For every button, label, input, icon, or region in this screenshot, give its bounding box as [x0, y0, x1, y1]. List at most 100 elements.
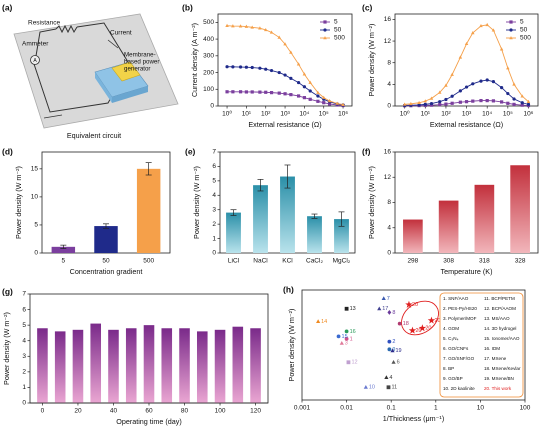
y-tick-label: 4 [22, 337, 26, 344]
bar [196, 331, 208, 403]
marker [485, 22, 489, 27]
point-label: 7 [387, 296, 390, 302]
bar [94, 226, 118, 253]
x-tick-label: 0 [41, 408, 45, 415]
x-tick-label: MgCl₂ [333, 258, 351, 265]
y-tick-label: 12 [384, 38, 392, 45]
marker [381, 296, 386, 301]
marker [264, 90, 268, 94]
y-tick-label: 100 [203, 86, 214, 93]
marker [244, 90, 248, 94]
caption: Equivalent circuit [67, 131, 121, 140]
y-axis-title: Power density (W m⁻²) [367, 24, 376, 97]
legend-item: 16. IDM [484, 346, 500, 351]
label-current: Current [110, 30, 132, 37]
y-tick-label: 16 [384, 16, 392, 23]
y-tick-label: 10 [31, 194, 39, 201]
marker [316, 319, 321, 324]
point-label: 20 [425, 326, 431, 332]
marker [437, 90, 442, 94]
y-tick-label: 16 [384, 149, 392, 156]
bar [51, 246, 76, 253]
y-tick-label: 5 [34, 222, 38, 229]
marker [506, 101, 510, 105]
marker [471, 82, 475, 86]
marker [238, 24, 243, 28]
x-axis-title: 1/Thickness (μm⁻¹) [383, 414, 444, 423]
marker [316, 90, 320, 94]
bar [108, 329, 119, 403]
marker [444, 102, 448, 106]
plane [13, 13, 179, 129]
marker [283, 92, 287, 96]
legend-label: 5 [520, 19, 524, 26]
wire [35, 28, 57, 57]
bar [161, 328, 173, 403]
marker [471, 99, 475, 103]
marker [289, 93, 293, 97]
panel-label: (e) [185, 146, 196, 156]
legend-label: 500 [520, 35, 531, 42]
legend-marker [323, 20, 327, 24]
plot-frame [301, 289, 526, 401]
marker [526, 99, 531, 103]
y-tick-label: 5 [212, 178, 216, 185]
y-tick-label: 1 [22, 384, 26, 391]
marker [283, 73, 287, 77]
x-tick-label: 0.001 [294, 405, 311, 412]
x-axis-title: Operating time (day) [116, 417, 182, 426]
legend-item: 6. GO/CNFs [443, 346, 469, 351]
current-arrow [107, 39, 119, 49]
legend-item: 7. GO/SNF/GO [443, 356, 475, 361]
x-tick-label: 298 [407, 258, 418, 265]
marker [302, 96, 306, 100]
point-label: 4 [389, 375, 392, 381]
legend-marker [323, 36, 327, 40]
x-tick-label: 10² [441, 111, 451, 118]
y-tick-label: 0 [212, 250, 216, 257]
marker [231, 65, 235, 69]
y-tick-label: 3 [212, 206, 216, 213]
x-tick-label: 0.1 [387, 405, 396, 412]
y-tick-label: 0 [22, 400, 26, 407]
marker [500, 86, 504, 90]
point-label: 13 [350, 306, 356, 312]
marker [438, 100, 442, 104]
x-tick-label: 10⁴ [299, 111, 309, 118]
x-tick-label: 308 [443, 258, 454, 265]
plot-frame [394, 13, 539, 107]
marker [335, 101, 340, 105]
marker [485, 78, 489, 82]
x-tick-label: 120 [250, 408, 261, 415]
membrane-side [112, 86, 148, 103]
bar [72, 329, 84, 403]
legend-item: 11. BCP/PETM [484, 296, 515, 301]
marker [258, 26, 262, 30]
marker [423, 99, 428, 103]
marker [296, 94, 301, 98]
legend-item: 10. 2D kaolinite [443, 386, 475, 391]
marker [397, 321, 402, 326]
marker [450, 72, 454, 76]
x-tick-label: 20 [74, 408, 82, 415]
point-label: 9 [392, 347, 395, 353]
marker [479, 79, 483, 83]
marker [344, 329, 349, 334]
panel-label: (d) [2, 146, 13, 156]
y-tick-label: 7 [22, 291, 26, 298]
marker [327, 102, 332, 106]
marker [244, 65, 248, 69]
x-tick-label: 10⁰ [400, 110, 410, 118]
membrane-side [95, 72, 112, 103]
bar [226, 212, 241, 253]
marker [471, 31, 475, 35]
legend-item: 14. 3D hydrogel [484, 326, 516, 331]
x-axis-title: External resistance (Ω) [248, 120, 321, 129]
point-label: 17 [382, 306, 388, 312]
marker [506, 66, 510, 70]
marker [520, 94, 525, 98]
marker [231, 90, 235, 94]
x-tick-label: 5 [62, 258, 66, 265]
marker [238, 65, 243, 69]
legend-item: 3. Polymer/MOF [443, 316, 477, 321]
